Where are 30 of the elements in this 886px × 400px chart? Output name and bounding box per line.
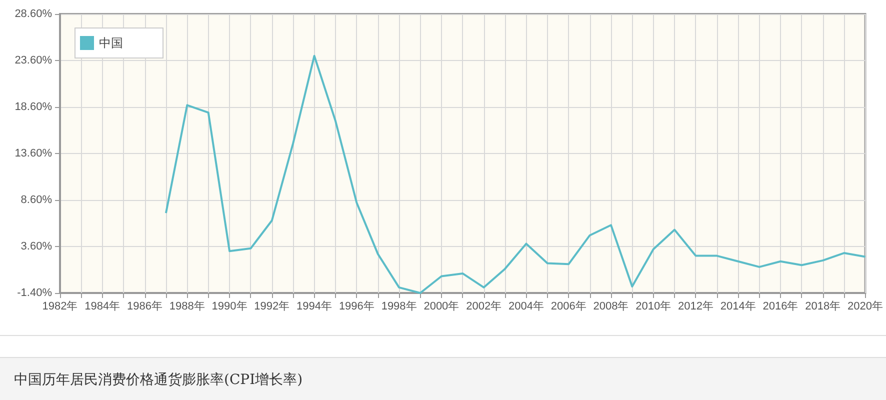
line-series — [164, 54, 866, 294]
x-tick-label: 2008年 — [593, 300, 629, 312]
x-tick-label: 2004年 — [508, 300, 544, 312]
x-tick-label: 2018年 — [805, 300, 841, 312]
x-tick-label: 2014年 — [720, 300, 756, 312]
y-tick-label: 8.60% — [20, 194, 52, 206]
x-tick-label: 1988年 — [169, 300, 205, 312]
x-tick-label: 1990年 — [212, 300, 248, 312]
x-tick-label: 1982年 — [42, 300, 78, 312]
y-tick-label: 28.60% — [14, 8, 52, 20]
x-tick-label: 2006年 — [550, 300, 586, 312]
x-tick-label: 2020年 — [848, 300, 884, 312]
x-tick-label: 2016年 — [762, 300, 798, 312]
x-tick-label: 1998年 — [381, 300, 417, 312]
x-tick-label: 1992年 — [254, 300, 290, 312]
legend-label: 中国 — [99, 36, 123, 50]
x-tick-label: 1984年 — [84, 300, 120, 312]
x-tick-label: 2012年 — [678, 300, 714, 312]
x-tick-label: 2010年 — [636, 300, 672, 312]
y-tick-label: -1.40% — [17, 287, 52, 299]
x-tick-label: 1994年 — [296, 300, 332, 312]
y-tick-label: 3.60% — [20, 240, 52, 252]
y-tick-label: 13.60% — [14, 148, 52, 160]
x-tick-label: 1986年 — [127, 300, 163, 312]
y-tick-label: 23.60% — [14, 54, 52, 66]
x-tick-label: 1996年 — [338, 300, 374, 312]
text: 中国历年居民消费价格通货膨胀率(CPI增长率) — [0, 357, 886, 400]
x-tick-label: 2000年 — [424, 300, 460, 312]
y-tick-label: 18.60% — [14, 101, 52, 113]
x-tick-label: 2002年 — [466, 300, 502, 312]
